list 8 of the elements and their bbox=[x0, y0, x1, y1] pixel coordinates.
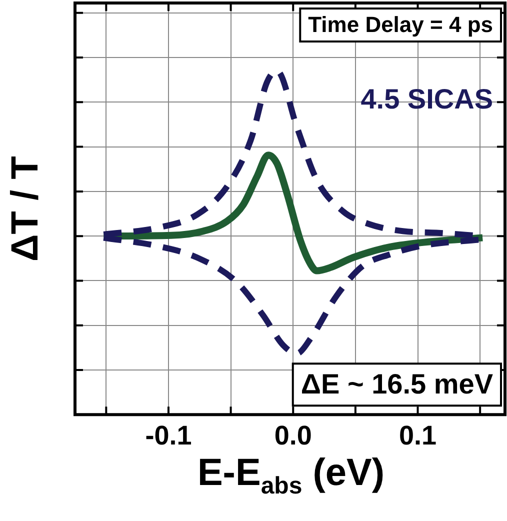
x-tick-label: 0.1 bbox=[398, 420, 437, 450]
x-axis-title: E-E$_{abs}$ (eV) bbox=[196, 452, 386, 501]
x-tick-label: -0.1 bbox=[145, 420, 192, 450]
text: Time Delay = 4 ps bbox=[308, 12, 493, 38]
text: ΔE ~ 16.5 meV bbox=[300, 368, 494, 400]
x-tick-label: 0.0 bbox=[274, 420, 312, 450]
annotation: 4.5 SICAS bbox=[360, 84, 493, 115]
y-axis-title: ΔT / T bbox=[4, 156, 46, 262]
